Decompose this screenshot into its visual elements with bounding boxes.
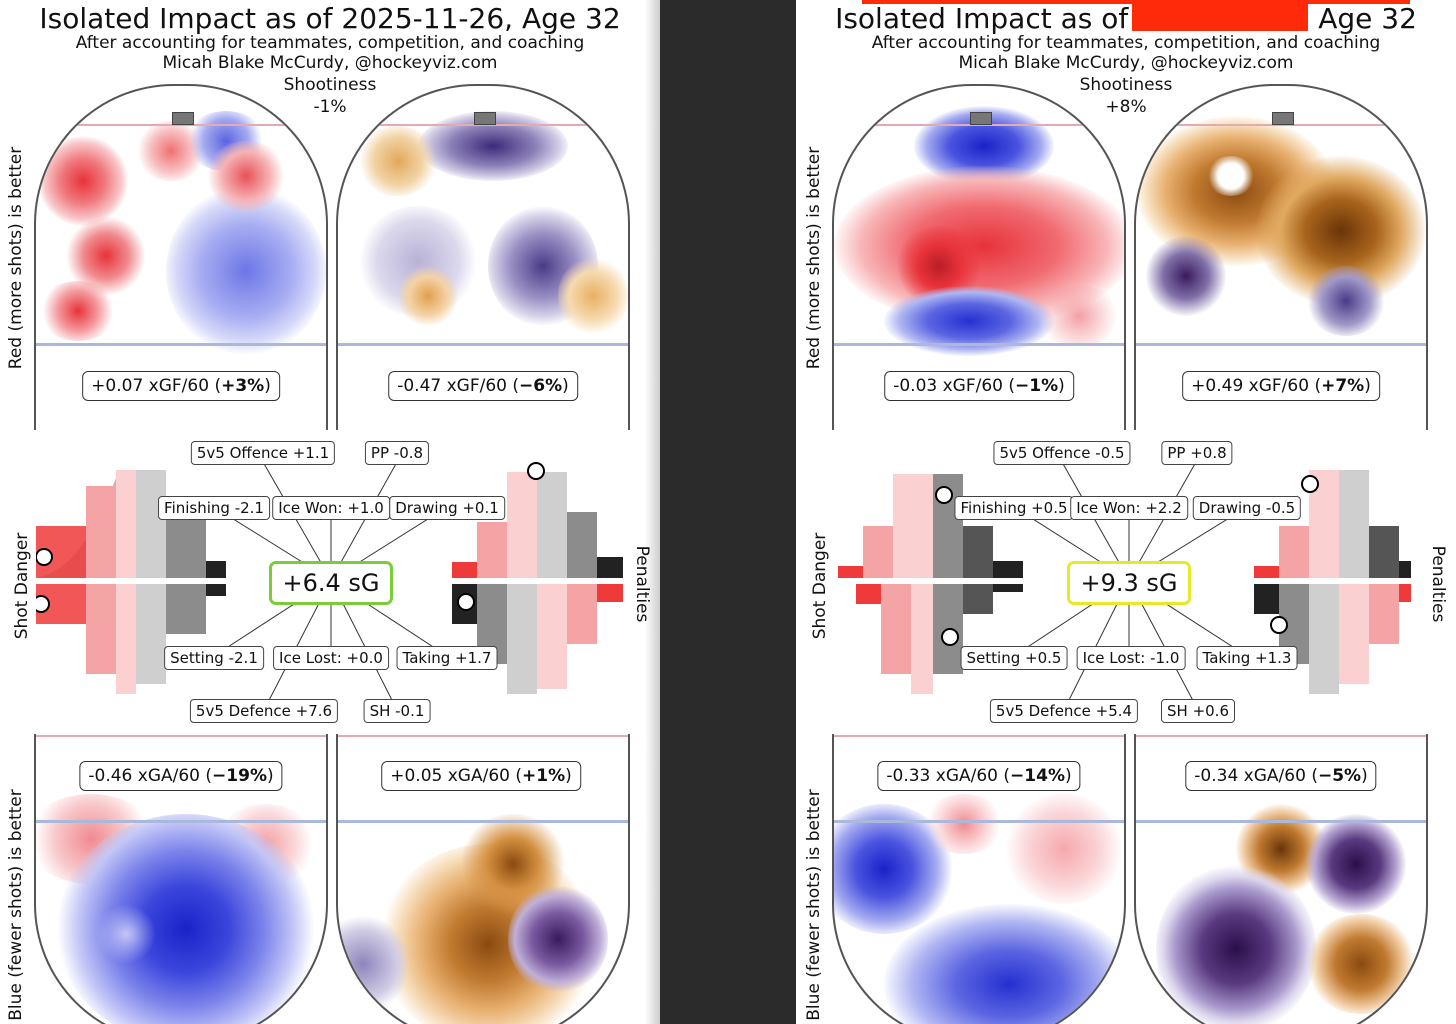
redaction-bar — [862, 0, 1410, 4]
rink-pp-offence — [1134, 84, 1428, 430]
xga-5v5-stat: -0.46 xGA/60 (−19%) — [79, 761, 283, 791]
penalties-marker-upper — [527, 462, 545, 480]
tag-drawing: Drawing +0.1 — [389, 496, 505, 520]
tag-5v5-defence: 5v5 Defence +5.4 — [989, 699, 1139, 723]
shot-danger-marker-lower — [36, 595, 50, 613]
xgf-5v5-stat: +0.07 xGF/60 (+3%) — [82, 371, 280, 401]
xga-pk-stat: +0.05 xGA/60 (+1%) — [381, 761, 581, 791]
tag-5v5-offence: 5v5 Offence -0.5 — [993, 441, 1131, 465]
xgf-pp-stat: -0.47 xGF/60 (−6%) — [388, 371, 578, 401]
tag-ice-won: Ice Won: +2.2 — [1070, 496, 1188, 520]
tag-ice-lost: Ice Lost: -1.0 — [1076, 646, 1186, 670]
shootiness-label: Shootiness — [283, 75, 377, 95]
card-subtitle: After accounting for teammates, competit… — [75, 33, 585, 53]
penalties-marker-upper — [1301, 475, 1319, 493]
penalties-upper — [452, 472, 623, 578]
card-title: Isolated Impact as of Age 32 — [835, 2, 1417, 35]
card-author: Micah Blake McCurdy, @hockeyviz.com — [958, 53, 1294, 73]
penalties-upper — [1254, 470, 1411, 578]
card-author: Micah Blake McCurdy, @hockeyviz.com — [162, 53, 498, 73]
tag-setting: Setting +0.5 — [960, 646, 1068, 670]
player-card-left: Isolated Impact as of 2025-11-26, Age 32… — [0, 0, 660, 1024]
tag-5v5-defence: 5v5 Defence +7.6 — [189, 699, 339, 723]
shootiness-label: Shootiness — [1079, 75, 1173, 95]
shot-danger-upper — [36, 470, 226, 578]
xgf-5v5-stat: -0.03 xGF/60 (−1%) — [884, 371, 1074, 401]
page-gap — [660, 0, 796, 1024]
tag-5v5-offence: 5v5 Offence +1.1 — [190, 441, 336, 465]
player-card-right: Isolated Impact as of Age 32 After accoun… — [796, 0, 1456, 1024]
tag-pp: PP +0.8 — [1161, 441, 1233, 465]
tag-setting: Setting -2.1 — [164, 646, 264, 670]
tag-finishing: Finishing -2.1 — [158, 496, 270, 520]
xgf-pp-stat: +0.49 xGF/60 (+7%) — [1182, 371, 1380, 401]
tag-ice-lost: Ice Lost: +0.0 — [273, 646, 389, 670]
shot-danger-distribution — [36, 470, 226, 694]
tag-taking: Taking +1.7 — [396, 646, 498, 670]
penalties-distribution — [1254, 470, 1411, 694]
shootiness-value: +8% — [1105, 97, 1147, 117]
card-title: Isolated Impact as of 2025-11-26, Age 32 — [39, 2, 621, 35]
sg-total-badge: +9.3 sG — [1067, 561, 1191, 605]
rink-pp-offence — [336, 84, 630, 430]
shot-danger-lower — [36, 584, 226, 694]
tag-drawing: Drawing -0.5 — [1192, 496, 1302, 520]
tag-pp: PP -0.8 — [364, 441, 430, 465]
tag-sh: SH -0.1 — [363, 699, 431, 723]
shot-danger-distribution — [838, 474, 1023, 694]
rink-5v5-offence — [832, 84, 1126, 430]
shot-danger-marker-lower — [941, 628, 959, 646]
shot-danger-upper — [838, 474, 1023, 578]
shot-danger-lower — [856, 584, 1023, 694]
xga-5v5-stat: -0.33 xGA/60 (−14%) — [877, 761, 1081, 791]
tag-ice-won: Ice Won: +1.0 — [272, 496, 390, 520]
sg-total-badge: +6.4 sG — [269, 561, 393, 605]
tag-sh: SH +0.6 — [1161, 699, 1235, 723]
card-subtitle: After accounting for teammates, competit… — [871, 33, 1381, 53]
tag-taking: Taking +1.3 — [1196, 646, 1298, 670]
shootiness-value: -1% — [313, 97, 347, 117]
penalties-marker-lower — [457, 593, 475, 611]
redaction-box — [1132, 3, 1309, 31]
tag-finishing: Finishing +0.5 — [954, 496, 1074, 520]
page-edge-shadow — [645, 0, 660, 1024]
penalties-lower — [1254, 584, 1411, 694]
shot-danger-marker-upper — [935, 486, 953, 504]
penalties-marker-lower — [1270, 616, 1288, 634]
xga-pk-stat: -0.34 xGA/60 (−5%) — [1185, 761, 1377, 791]
shot-danger-marker-upper — [36, 548, 53, 566]
